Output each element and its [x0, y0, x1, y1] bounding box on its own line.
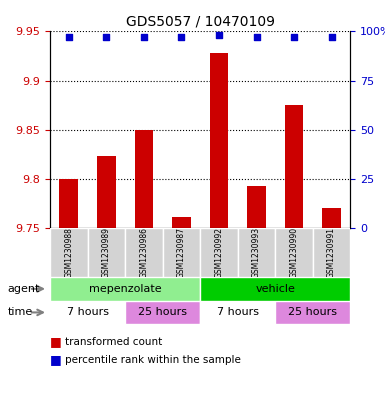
FancyBboxPatch shape	[125, 301, 200, 324]
Bar	[322, 208, 341, 228]
FancyBboxPatch shape	[238, 228, 275, 277]
FancyBboxPatch shape	[50, 228, 88, 277]
Text: mepenzolate: mepenzolate	[89, 284, 161, 294]
Text: 25 hours: 25 hours	[138, 307, 187, 318]
FancyBboxPatch shape	[313, 228, 350, 277]
FancyBboxPatch shape	[88, 228, 125, 277]
Bar	[172, 217, 191, 228]
Point	[253, 34, 259, 40]
Text: GSM1230988: GSM1230988	[64, 227, 73, 278]
Text: GSM1230993: GSM1230993	[252, 227, 261, 278]
FancyBboxPatch shape	[275, 301, 350, 324]
Bar	[59, 179, 78, 228]
Point	[141, 34, 147, 40]
Point	[328, 34, 335, 40]
Title: GDS5057 / 10470109: GDS5057 / 10470109	[126, 15, 275, 29]
Text: vehicle: vehicle	[255, 284, 295, 294]
FancyBboxPatch shape	[200, 228, 238, 277]
Text: GSM1230992: GSM1230992	[214, 227, 223, 278]
Text: time: time	[8, 307, 33, 318]
Point	[103, 34, 109, 40]
Point	[66, 34, 72, 40]
Text: ■: ■	[50, 353, 62, 366]
Text: GSM1230986: GSM1230986	[139, 227, 148, 278]
Bar	[247, 186, 266, 228]
Bar	[209, 53, 228, 228]
Text: 25 hours: 25 hours	[288, 307, 337, 318]
Point	[291, 34, 297, 40]
Bar	[285, 105, 303, 228]
Text: GSM1230987: GSM1230987	[177, 227, 186, 278]
FancyBboxPatch shape	[200, 277, 350, 301]
Text: ■: ■	[50, 335, 62, 349]
Text: 7 hours: 7 hours	[67, 307, 109, 318]
Text: GSM1230989: GSM1230989	[102, 227, 111, 278]
Text: GSM1230991: GSM1230991	[327, 227, 336, 278]
Text: 7 hours: 7 hours	[217, 307, 259, 318]
Text: percentile rank within the sample: percentile rank within the sample	[65, 354, 241, 365]
FancyBboxPatch shape	[275, 228, 313, 277]
Bar	[134, 130, 153, 228]
FancyBboxPatch shape	[50, 277, 200, 301]
FancyBboxPatch shape	[200, 301, 275, 324]
Bar	[97, 156, 116, 228]
Text: agent: agent	[8, 284, 40, 294]
FancyBboxPatch shape	[163, 228, 200, 277]
FancyBboxPatch shape	[125, 228, 163, 277]
Point	[178, 34, 184, 40]
Text: transformed count: transformed count	[65, 337, 163, 347]
FancyBboxPatch shape	[50, 301, 125, 324]
Text: GSM1230990: GSM1230990	[290, 227, 298, 278]
Point	[216, 32, 222, 39]
